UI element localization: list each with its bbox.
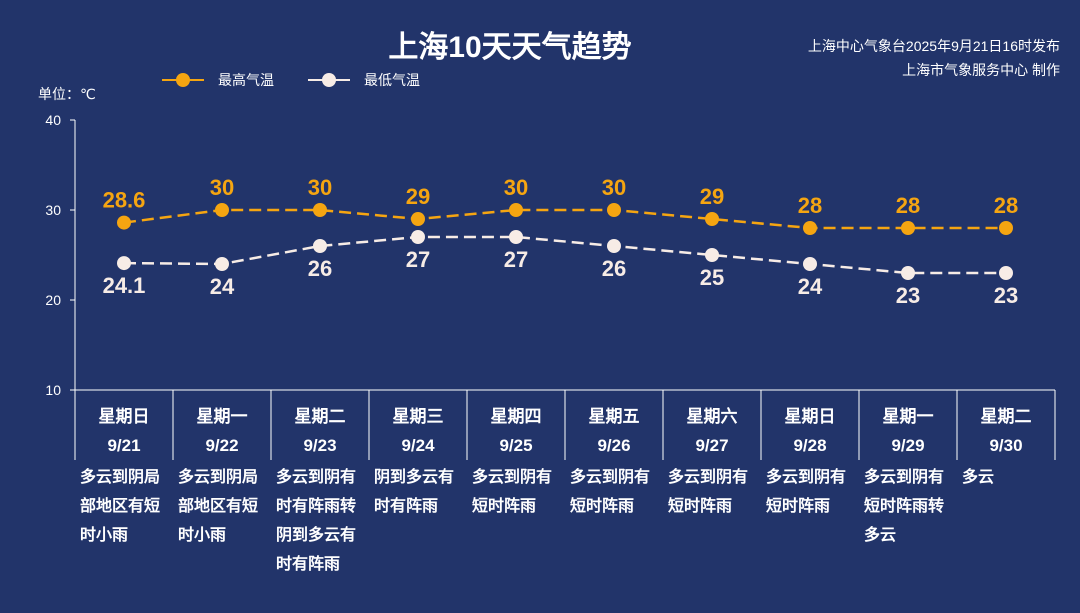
low-temp-point — [901, 266, 915, 280]
weather-description: 多云到阴局部地区有短时小雨 — [80, 469, 161, 544]
high-temp-point — [901, 221, 915, 235]
low-temp-label: 24 — [798, 274, 823, 299]
low-temp-label: 24.1 — [103, 273, 146, 298]
weather-description: 多云到阴有短时阵雨 — [766, 469, 847, 515]
y-tick-label: 30 — [45, 202, 61, 218]
high-temp-label: 30 — [504, 175, 528, 200]
low-temp-point — [999, 266, 1013, 280]
legend-label: 最低气温 — [364, 72, 420, 88]
date-label: 9/29 — [891, 436, 924, 455]
high-temp-point — [411, 212, 425, 226]
high-temp-point — [117, 215, 131, 230]
weekday-label: 星期二 — [295, 407, 346, 426]
weather-description: 阴到多云有时有阵雨 — [374, 469, 455, 515]
date-label: 9/21 — [107, 436, 140, 455]
low-temp-label: 23 — [994, 283, 1018, 308]
low-temp-label: 25 — [700, 265, 724, 290]
low-temp-point — [509, 230, 523, 244]
date-label: 9/28 — [793, 436, 826, 455]
legend-low-marker-icon — [308, 73, 350, 87]
weather-description: 多云到阴有短时阵雨 — [472, 469, 553, 515]
high-temp-point — [803, 221, 817, 235]
producer: 上海市气象服务中心 制作 — [902, 62, 1060, 78]
low-temp-label: 24 — [210, 274, 235, 299]
publisher-info: 上海中心气象台2025年9月21日16时发布 上海市气象服务中心 制作 — [808, 34, 1060, 82]
high-temp-label: 30 — [210, 175, 234, 200]
low-temp-point — [117, 256, 131, 271]
low-temp-label: 27 — [504, 247, 528, 272]
weekday-label: 星期六 — [687, 406, 738, 426]
high-temp-label: 30 — [602, 175, 626, 200]
weekday-label: 星期日 — [785, 407, 836, 426]
high-temp-point — [313, 203, 327, 217]
y-axis-unit: 单位：℃ — [38, 86, 96, 102]
low-temp-label: 26 — [602, 256, 626, 281]
high-temp-point — [705, 212, 719, 226]
weather-description: 多云到阴局部地区有短时小雨 — [178, 469, 259, 544]
high-temp-label: 28 — [896, 193, 920, 218]
high-temp-point — [215, 203, 229, 217]
low-temp-label: 27 — [406, 247, 430, 272]
date-label: 9/30 — [989, 436, 1022, 455]
y-tick-label: 10 — [45, 382, 61, 398]
y-tick-label: 40 — [45, 112, 61, 128]
weather-description: 多云 — [962, 469, 995, 486]
page-title: 上海10天天气趋势 — [388, 31, 632, 64]
low-temp-label: 23 — [896, 283, 920, 308]
legend-item-high[interactable]: 最高气温 — [160, 70, 274, 90]
y-tick-label: 20 — [45, 292, 61, 308]
high-temp-label: 28 — [798, 193, 822, 218]
legend-label: 最高气温 — [218, 72, 274, 88]
weather-description: 多云到阴有短时阵雨转多云 — [864, 469, 945, 544]
high-temp-point — [999, 221, 1013, 235]
weekday-label: 星期二 — [981, 407, 1032, 426]
low-temp-point — [705, 248, 719, 262]
weekday-label: 星期一 — [197, 407, 248, 426]
low-temp-label: 26 — [308, 256, 332, 281]
weekday-label: 星期日 — [99, 407, 150, 426]
high-temp-point — [607, 203, 621, 217]
publish-time: 上海中心气象台2025年9月21日16时发布 — [807, 38, 1060, 54]
weekday-label: 星期一 — [883, 407, 934, 426]
series-line-low — [123, 235, 1006, 275]
legend-high-marker-icon — [162, 73, 204, 87]
legend: 最高气温 最低气温 — [160, 70, 420, 90]
weather-description: 多云到阴有短时阵雨 — [570, 469, 651, 515]
date-label: 9/23 — [303, 436, 336, 455]
low-temp-point — [411, 230, 425, 244]
date-label: 9/22 — [205, 436, 238, 455]
low-temp-point — [803, 257, 817, 271]
weekday-label: 星期三 — [393, 407, 444, 426]
high-temp-point — [509, 203, 523, 217]
low-temp-point — [313, 239, 327, 253]
high-temp-label: 28.6 — [103, 188, 146, 213]
high-temp-label: 28 — [994, 193, 1018, 218]
high-temp-label: 30 — [308, 175, 332, 200]
date-label: 9/27 — [695, 436, 728, 455]
date-label: 9/26 — [597, 436, 630, 455]
date-label: 9/24 — [401, 436, 435, 455]
low-temp-point — [607, 239, 621, 253]
date-label: 9/25 — [499, 436, 532, 455]
high-temp-label: 29 — [700, 184, 724, 209]
high-temp-label: 29 — [406, 184, 430, 209]
weather-description: 多云到阴有短时阵雨 — [668, 469, 749, 515]
weekday-label: 星期五 — [589, 407, 640, 426]
series-line-high — [123, 208, 1006, 230]
weekday-label: 星期四 — [491, 407, 542, 426]
low-temp-point — [215, 257, 229, 271]
legend-item-low[interactable]: 最低气温 — [306, 70, 420, 90]
weather-description: 多云到阴有时有阵雨转阴到多云有时有阵雨 — [276, 469, 357, 573]
